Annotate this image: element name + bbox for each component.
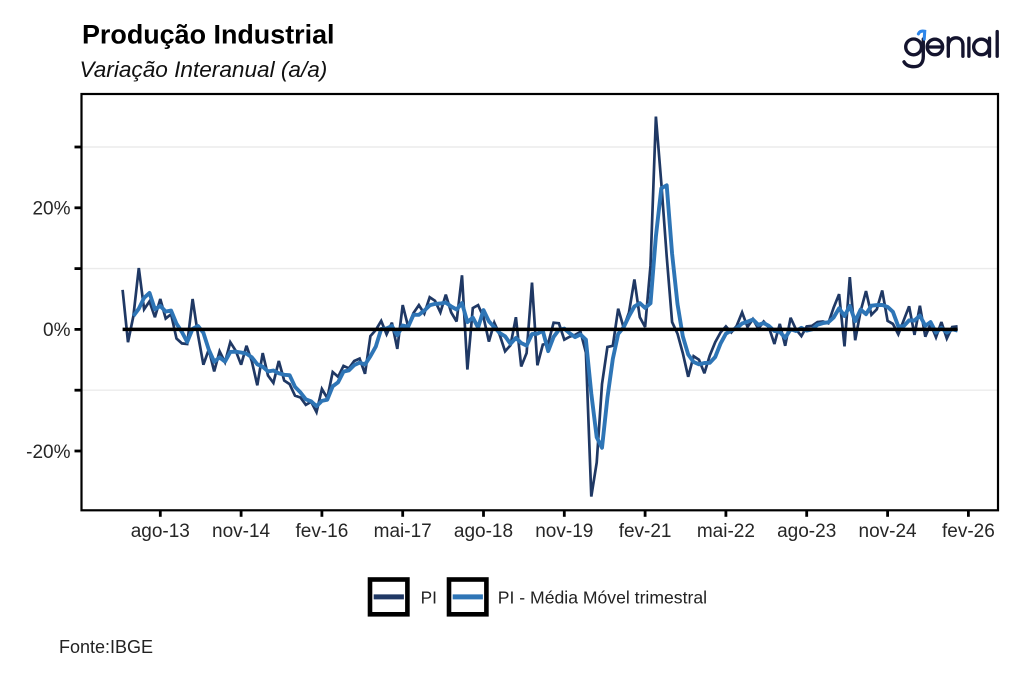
svg-text:Fonte:IBGE: Fonte:IBGE [59, 637, 153, 657]
svg-text:0%: 0% [43, 320, 71, 341]
svg-text:PI - Média Móvel trimestral: PI - Média Móvel trimestral [498, 587, 707, 607]
svg-text:mai-22: mai-22 [697, 521, 755, 542]
svg-text:fev-26: fev-26 [942, 521, 995, 542]
svg-text:mai-17: mai-17 [374, 521, 432, 542]
svg-text:20%: 20% [32, 199, 70, 220]
svg-text:Produção Industrial: Produção Industrial [82, 19, 335, 49]
svg-text:ago-23: ago-23 [777, 521, 836, 542]
svg-text:Variação Interanual (a/a): Variação Interanual (a/a) [80, 57, 328, 82]
svg-text:nov-24: nov-24 [859, 521, 918, 542]
svg-text:nov-14: nov-14 [212, 521, 271, 542]
svg-text:-20%: -20% [26, 442, 70, 463]
svg-text:fev-21: fev-21 [619, 521, 672, 542]
svg-text:fev-16: fev-16 [295, 521, 348, 542]
svg-text:ago-18: ago-18 [454, 521, 513, 542]
svg-text:PI: PI [421, 587, 437, 607]
svg-text:ago-13: ago-13 [131, 521, 190, 542]
svg-text:nov-19: nov-19 [535, 521, 593, 542]
